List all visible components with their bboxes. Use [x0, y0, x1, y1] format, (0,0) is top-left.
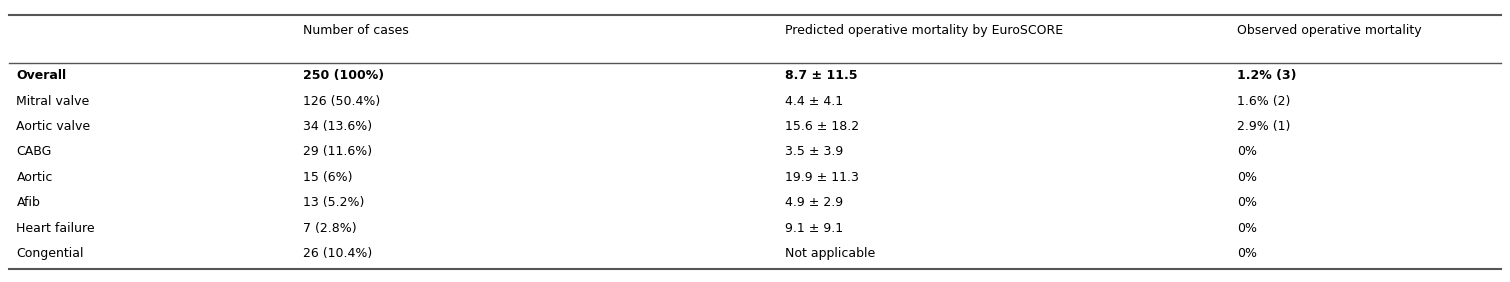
Text: Not applicable: Not applicable — [785, 247, 876, 260]
Text: Mitral valve: Mitral valve — [17, 94, 89, 107]
Text: 2.9% (1): 2.9% (1) — [1237, 120, 1291, 133]
Text: CABG: CABG — [17, 146, 51, 158]
Text: 7 (2.8%): 7 (2.8%) — [304, 222, 356, 235]
Text: Heart failure: Heart failure — [17, 222, 95, 235]
Text: 8.7 ± 11.5: 8.7 ± 11.5 — [785, 69, 858, 82]
Text: 15.6 ± 18.2: 15.6 ± 18.2 — [785, 120, 859, 133]
Text: 1.2% (3): 1.2% (3) — [1237, 69, 1297, 82]
Text: 0%: 0% — [1237, 171, 1258, 184]
Text: Aortic valve: Aortic valve — [17, 120, 91, 133]
Text: Congential: Congential — [17, 247, 85, 260]
Text: 1.6% (2): 1.6% (2) — [1237, 94, 1291, 107]
Text: 34 (13.6%): 34 (13.6%) — [304, 120, 371, 133]
Text: Predicted operative mortality by EuroSCORE: Predicted operative mortality by EuroSCO… — [785, 24, 1063, 37]
Text: 15 (6%): 15 (6%) — [304, 171, 352, 184]
Text: 250 (100%): 250 (100%) — [304, 69, 384, 82]
Text: 0%: 0% — [1237, 197, 1258, 210]
Text: Number of cases: Number of cases — [304, 24, 409, 37]
Text: 126 (50.4%): 126 (50.4%) — [304, 94, 381, 107]
Text: Afib: Afib — [17, 197, 41, 210]
Text: 3.5 ± 3.9: 3.5 ± 3.9 — [785, 146, 844, 158]
Text: 29 (11.6%): 29 (11.6%) — [304, 146, 371, 158]
Text: 13 (5.2%): 13 (5.2%) — [304, 197, 364, 210]
Text: 0%: 0% — [1237, 247, 1258, 260]
Text: 19.9 ± 11.3: 19.9 ± 11.3 — [785, 171, 859, 184]
Text: 4.9 ± 2.9: 4.9 ± 2.9 — [785, 197, 843, 210]
Text: 4.4 ± 4.1: 4.4 ± 4.1 — [785, 94, 843, 107]
Text: Aortic: Aortic — [17, 171, 53, 184]
Text: 0%: 0% — [1237, 146, 1258, 158]
Text: 0%: 0% — [1237, 222, 1258, 235]
Text: Overall: Overall — [17, 69, 66, 82]
Text: 9.1 ± 9.1: 9.1 ± 9.1 — [785, 222, 843, 235]
Text: 26 (10.4%): 26 (10.4%) — [304, 247, 371, 260]
Text: Observed operative mortality: Observed operative mortality — [1237, 24, 1422, 37]
